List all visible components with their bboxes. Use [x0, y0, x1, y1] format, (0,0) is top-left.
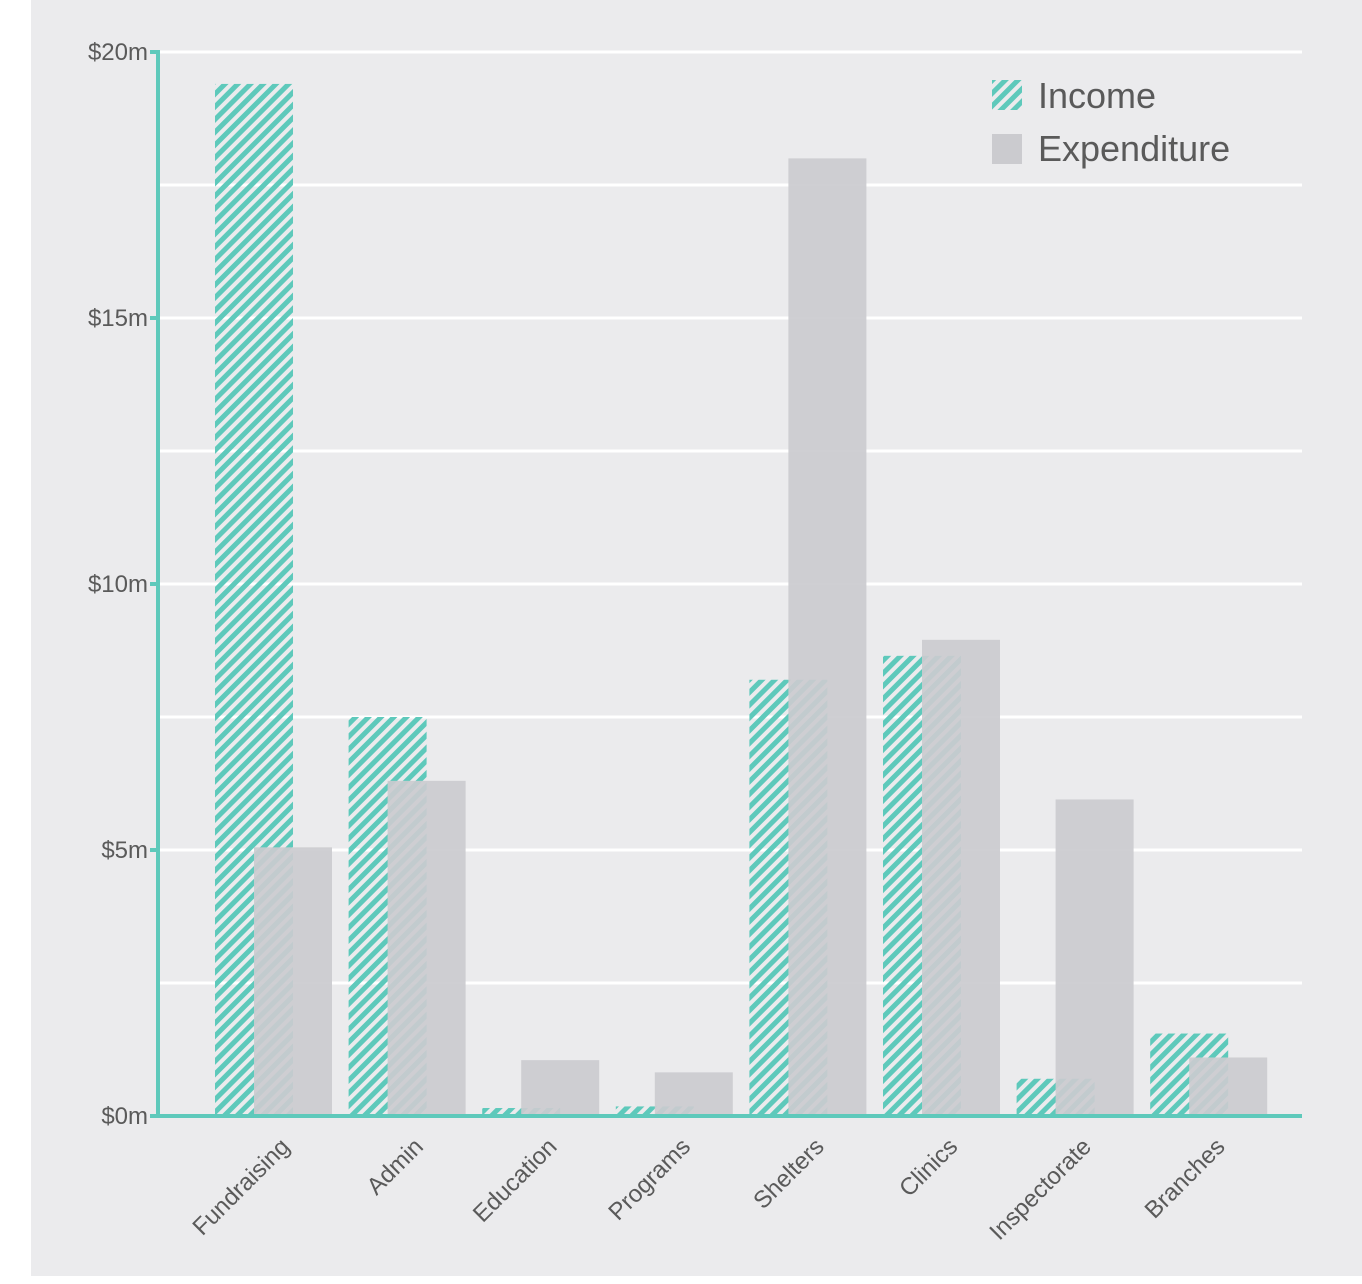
expenditure-bar [387, 780, 466, 1116]
x-category-label: Inspectorate [984, 1133, 1096, 1245]
x-category-label: Branches [1140, 1133, 1231, 1224]
expenditure-bar [254, 847, 332, 1116]
legend-expenditure-swatch [992, 134, 1022, 164]
legend-income-swatch [992, 80, 1022, 110]
expenditure-bar [922, 639, 1000, 1116]
legend: Income Expenditure [992, 75, 1230, 169]
x-category-label: Fundraising [187, 1133, 295, 1241]
y-tick-label: $0m [101, 1103, 148, 1130]
legend-income-label: Income [1038, 75, 1156, 116]
y-tick-label: $15m [88, 305, 148, 332]
expenditure-bar [654, 1072, 733, 1116]
x-category-label: Programs [603, 1133, 696, 1226]
axes [150, 50, 1302, 1118]
expenditure-bar [1055, 799, 1134, 1116]
expenditure-bar [1189, 1057, 1268, 1116]
legend-expenditure-label: Expenditure [1038, 128, 1230, 169]
x-category-label: Admin [362, 1133, 429, 1200]
expenditure-bar [521, 1060, 600, 1116]
x-category-label: Clinics [894, 1133, 963, 1202]
y-tick-label: $10m [88, 571, 148, 598]
x-category-label: Shelters [748, 1133, 829, 1214]
y-tick-label: $5m [101, 837, 148, 864]
y-tick-label: $20m [88, 39, 148, 66]
expenditure-series [254, 158, 1268, 1116]
expenditure-bar [788, 158, 867, 1116]
x-category-label: Education [468, 1133, 563, 1228]
